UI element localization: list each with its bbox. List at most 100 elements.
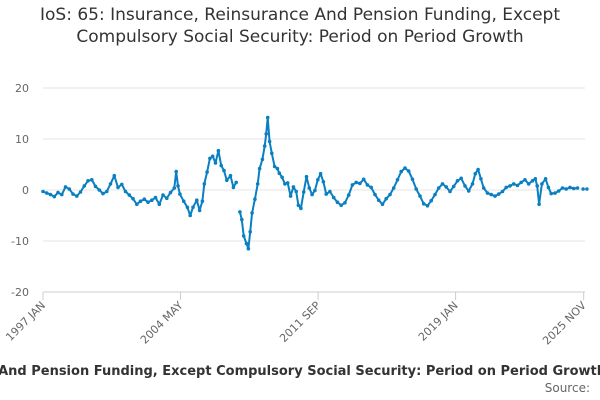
data-point[interactable] <box>105 189 109 194</box>
data-point[interactable] <box>476 167 480 172</box>
data-point[interactable] <box>304 174 309 179</box>
data-point[interactable] <box>185 205 190 210</box>
data-point[interactable] <box>350 183 355 187</box>
data-point[interactable] <box>176 184 180 188</box>
data-point[interactable] <box>219 163 223 168</box>
data-point[interactable] <box>515 183 520 188</box>
data-point[interactable] <box>120 182 124 187</box>
data-point[interactable] <box>470 182 475 186</box>
data-point[interactable] <box>571 186 576 191</box>
data-point[interactable] <box>283 182 287 186</box>
data-point[interactable] <box>262 144 267 148</box>
data-point[interactable] <box>429 198 434 203</box>
data-point[interactable] <box>67 187 72 191</box>
data-point[interactable] <box>418 194 422 198</box>
data-point[interactable] <box>425 204 430 208</box>
data-point[interactable] <box>264 132 269 136</box>
data-point[interactable] <box>225 178 229 183</box>
data-point[interactable] <box>508 184 512 188</box>
data-point[interactable] <box>301 190 306 194</box>
data-point[interactable] <box>246 246 251 251</box>
data-point[interactable] <box>328 189 332 194</box>
data-point[interactable] <box>473 171 478 176</box>
data-point[interactable] <box>380 202 385 207</box>
data-point[interactable] <box>403 166 407 170</box>
data-point[interactable] <box>178 192 182 196</box>
data-point[interactable] <box>496 192 501 196</box>
data-point[interactable] <box>451 184 456 189</box>
data-point[interactable] <box>581 187 585 191</box>
data-point[interactable] <box>205 170 209 174</box>
data-point[interactable] <box>280 175 284 180</box>
data-point[interactable] <box>395 178 400 182</box>
data-point[interactable] <box>299 206 303 211</box>
data-point[interactable] <box>48 192 53 197</box>
data-point[interactable] <box>138 199 143 203</box>
data-point[interactable] <box>75 194 79 198</box>
data-point[interactable] <box>288 194 293 198</box>
data-point[interactable] <box>195 198 199 202</box>
data-point[interactable] <box>116 185 120 190</box>
data-point[interactable] <box>275 166 280 171</box>
data-point[interactable] <box>267 139 272 144</box>
data-point[interactable] <box>324 192 329 196</box>
data-point[interactable] <box>500 189 505 194</box>
data-point[interactable] <box>296 203 301 208</box>
data-point[interactable] <box>161 193 165 197</box>
data-point[interactable] <box>463 184 467 188</box>
data-point[interactable] <box>343 201 347 205</box>
data-point[interactable] <box>56 190 60 195</box>
data-point[interactable] <box>45 191 49 195</box>
data-point[interactable] <box>238 210 242 214</box>
data-point[interactable] <box>519 180 523 185</box>
data-point[interactable] <box>52 194 57 199</box>
data-point[interactable] <box>533 177 538 181</box>
data-point[interactable] <box>86 179 90 183</box>
data-point[interactable] <box>231 185 236 190</box>
data-point[interactable] <box>466 189 471 193</box>
data-point[interactable] <box>575 186 580 190</box>
data-point[interactable] <box>97 188 102 192</box>
data-point[interactable] <box>485 191 490 195</box>
data-point[interactable] <box>535 184 539 188</box>
data-point[interactable] <box>216 148 221 153</box>
data-point[interactable] <box>331 195 336 200</box>
data-point[interactable] <box>316 178 320 182</box>
data-point[interactable] <box>444 185 449 189</box>
data-point[interactable] <box>493 194 497 198</box>
data-point[interactable] <box>384 196 389 201</box>
data-point[interactable] <box>373 192 377 197</box>
data-point[interactable] <box>71 192 75 196</box>
data-point[interactable] <box>361 177 366 182</box>
data-point[interactable] <box>112 173 117 178</box>
data-point[interactable] <box>294 189 299 194</box>
data-point[interactable] <box>307 186 312 190</box>
data-point[interactable] <box>123 189 128 194</box>
data-point[interactable] <box>260 157 265 162</box>
data-point[interactable] <box>244 241 249 246</box>
data-point[interactable] <box>523 178 527 182</box>
data-point[interactable] <box>174 169 178 174</box>
data-point[interactable] <box>455 179 460 183</box>
data-point[interactable] <box>365 183 370 187</box>
data-point[interactable] <box>526 182 531 186</box>
data-point[interactable] <box>540 182 544 186</box>
data-point[interactable] <box>421 202 426 206</box>
data-point[interactable] <box>346 193 351 197</box>
data-point[interactable] <box>335 200 340 204</box>
data-point[interactable] <box>93 184 98 189</box>
data-point[interactable] <box>313 188 317 193</box>
data-point[interactable] <box>270 151 274 156</box>
data-point[interactable] <box>354 180 359 185</box>
data-point[interactable] <box>153 195 158 200</box>
data-point[interactable] <box>358 181 362 186</box>
data-point[interactable] <box>291 185 296 189</box>
data-point[interactable] <box>265 115 270 120</box>
data-point[interactable] <box>376 198 381 202</box>
data-point[interactable] <box>127 193 132 197</box>
data-point[interactable] <box>90 178 94 182</box>
data-point[interactable] <box>202 182 207 186</box>
data-point[interactable] <box>257 166 262 171</box>
data-point[interactable] <box>41 189 45 194</box>
data-point[interactable] <box>172 186 177 190</box>
